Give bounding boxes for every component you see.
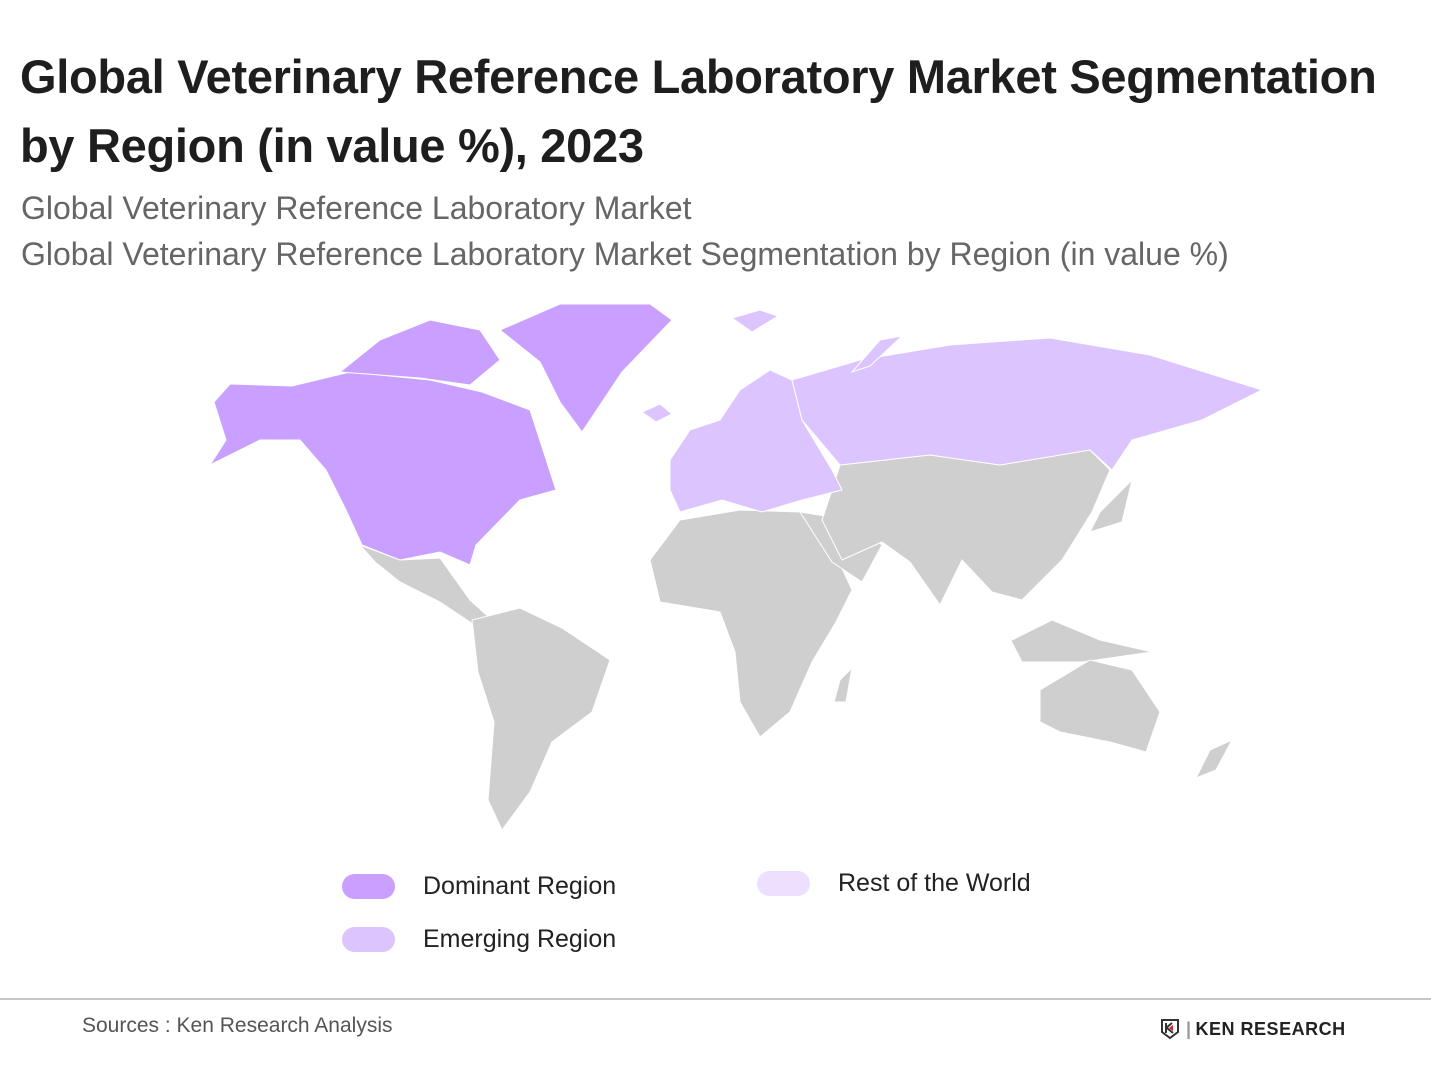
region-iceland: [640, 403, 673, 423]
legend-item-dominant: Dominant Region: [342, 872, 616, 901]
legend-swatch-dominant: [342, 874, 395, 899]
subtitle-segmentation: Global Veterinary Reference Laboratory M…: [21, 236, 1229, 272]
ken-research-logo: | KEN RESEARCH: [1160, 1018, 1346, 1040]
region-russia: [791, 337, 1264, 471]
subtitle-market: Global Veterinary Reference Laboratory M…: [21, 190, 692, 226]
legend-item-emerging: Emerging Region: [342, 925, 616, 954]
legend-label: Dominant Region: [423, 872, 617, 900]
region-canadian-arctic: [338, 319, 501, 386]
region-europe: [669, 369, 843, 513]
legend-label: Emerging Region: [423, 925, 617, 953]
page-title: Global Veterinary Reference Laboratory M…: [20, 50, 1377, 172]
logo-mark-icon: [1161, 1019, 1179, 1040]
legend-item-rest: Rest of the World: [757, 869, 1031, 898]
region-madagascar: [833, 666, 853, 703]
source-note: Sources : Ken Research Analysis: [82, 1014, 393, 1037]
region-japan: [1089, 478, 1133, 533]
region-south-america: [471, 607, 611, 831]
logo-text: KEN RESEARCH: [1195, 1018, 1346, 1039]
region-new-zealand: [1194, 738, 1234, 779]
legend-label: Rest of the World: [838, 869, 1031, 897]
region-novaya-zemlya: [850, 335, 904, 374]
region-north-america: [208, 371, 557, 566]
region-southeast-asia-islands: [989, 599, 1153, 663]
region-asia: [821, 449, 1111, 606]
footer-divider: [0, 998, 1431, 1000]
region-greenland: [499, 303, 673, 433]
region-australia: [1039, 659, 1161, 753]
legend-swatch-rest: [757, 871, 810, 896]
region-svalbard: [730, 309, 780, 333]
legend-swatch-emerging: [342, 927, 395, 952]
